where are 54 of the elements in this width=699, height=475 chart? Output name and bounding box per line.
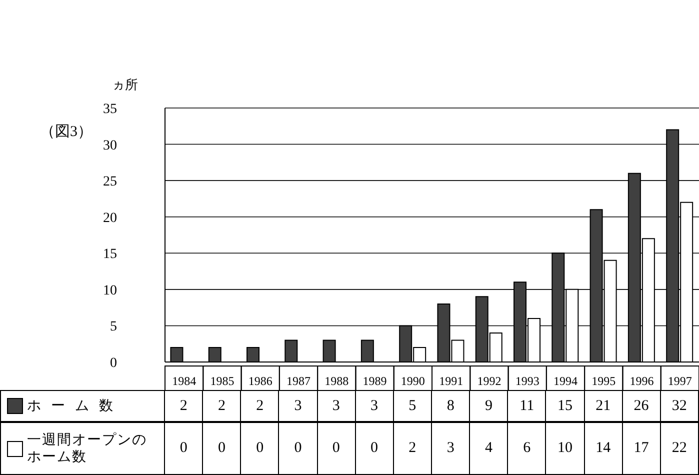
x-tick-label: 1985 bbox=[210, 374, 234, 388]
x-tick-label: 1988 bbox=[324, 374, 349, 388]
x-tick-label: 1987 bbox=[286, 374, 310, 388]
y-tick-label: 25 bbox=[103, 174, 117, 190]
y-tick-label: 20 bbox=[103, 210, 117, 226]
legend-label: ホーム数 bbox=[27, 398, 123, 414]
x-tick-label: 1990 bbox=[400, 374, 425, 388]
data-label: 2 bbox=[241, 390, 280, 422]
data-label: 3 bbox=[432, 422, 470, 475]
x-tick-label: 1997 bbox=[668, 374, 692, 388]
x-tick-label: 1989 bbox=[362, 374, 387, 388]
y-tick-label: 15 bbox=[103, 247, 117, 262]
x-tick-label: 1986 bbox=[248, 374, 272, 388]
data-label: 15 bbox=[546, 390, 585, 422]
y-tick-label: 30 bbox=[103, 138, 117, 154]
y-tick-label: 10 bbox=[103, 283, 117, 298]
data-label: 0 bbox=[241, 422, 280, 475]
text: （図3） bbox=[40, 123, 92, 141]
data-label: 17 bbox=[622, 422, 661, 475]
data-label: 3 bbox=[279, 390, 318, 422]
data-label: 21 bbox=[584, 390, 623, 422]
data-label: 32 bbox=[660, 390, 699, 422]
data-label: 5 bbox=[394, 390, 432, 422]
data-label: 9 bbox=[470, 390, 508, 422]
data-label: 2 bbox=[203, 390, 242, 422]
y-tick-label: 5 bbox=[110, 320, 117, 335]
data-label: 26 bbox=[622, 390, 661, 422]
data-label: 3 bbox=[356, 390, 394, 422]
data-label: 10 bbox=[546, 422, 585, 475]
data-label: 3 bbox=[318, 390, 356, 422]
y-tick-label: 0 bbox=[110, 356, 117, 371]
data-label: 0 bbox=[279, 422, 318, 475]
data-label: 8 bbox=[432, 390, 470, 422]
data-label: 4 bbox=[470, 422, 508, 475]
data-label: 0 bbox=[165, 422, 204, 475]
data-label: 0 bbox=[203, 422, 242, 475]
x-tick-label: 1992 bbox=[477, 374, 502, 388]
data-label: 2 bbox=[394, 422, 432, 475]
data-label: 0 bbox=[318, 422, 356, 475]
x-tick-label: 1994 bbox=[554, 374, 578, 388]
x-tick-label: 1984 bbox=[172, 374, 196, 388]
x-tick-label: 1996 bbox=[630, 374, 654, 388]
data-label: 22 bbox=[660, 422, 699, 475]
data-label: 6 bbox=[508, 422, 546, 475]
data-label: 14 bbox=[584, 422, 623, 475]
y-tick-label: 35 bbox=[103, 102, 117, 117]
x-tick-label: 1991 bbox=[439, 374, 464, 388]
data-label: 2 bbox=[165, 390, 204, 422]
data-label: 11 bbox=[508, 390, 546, 422]
x-tick-label: 1995 bbox=[592, 374, 616, 388]
y-axis-title: ヵ所 bbox=[112, 76, 138, 94]
x-tick-label: 1993 bbox=[515, 374, 540, 388]
legend-label: 一週間オープンのホーム数 bbox=[27, 432, 148, 466]
data-label: 0 bbox=[356, 422, 394, 475]
